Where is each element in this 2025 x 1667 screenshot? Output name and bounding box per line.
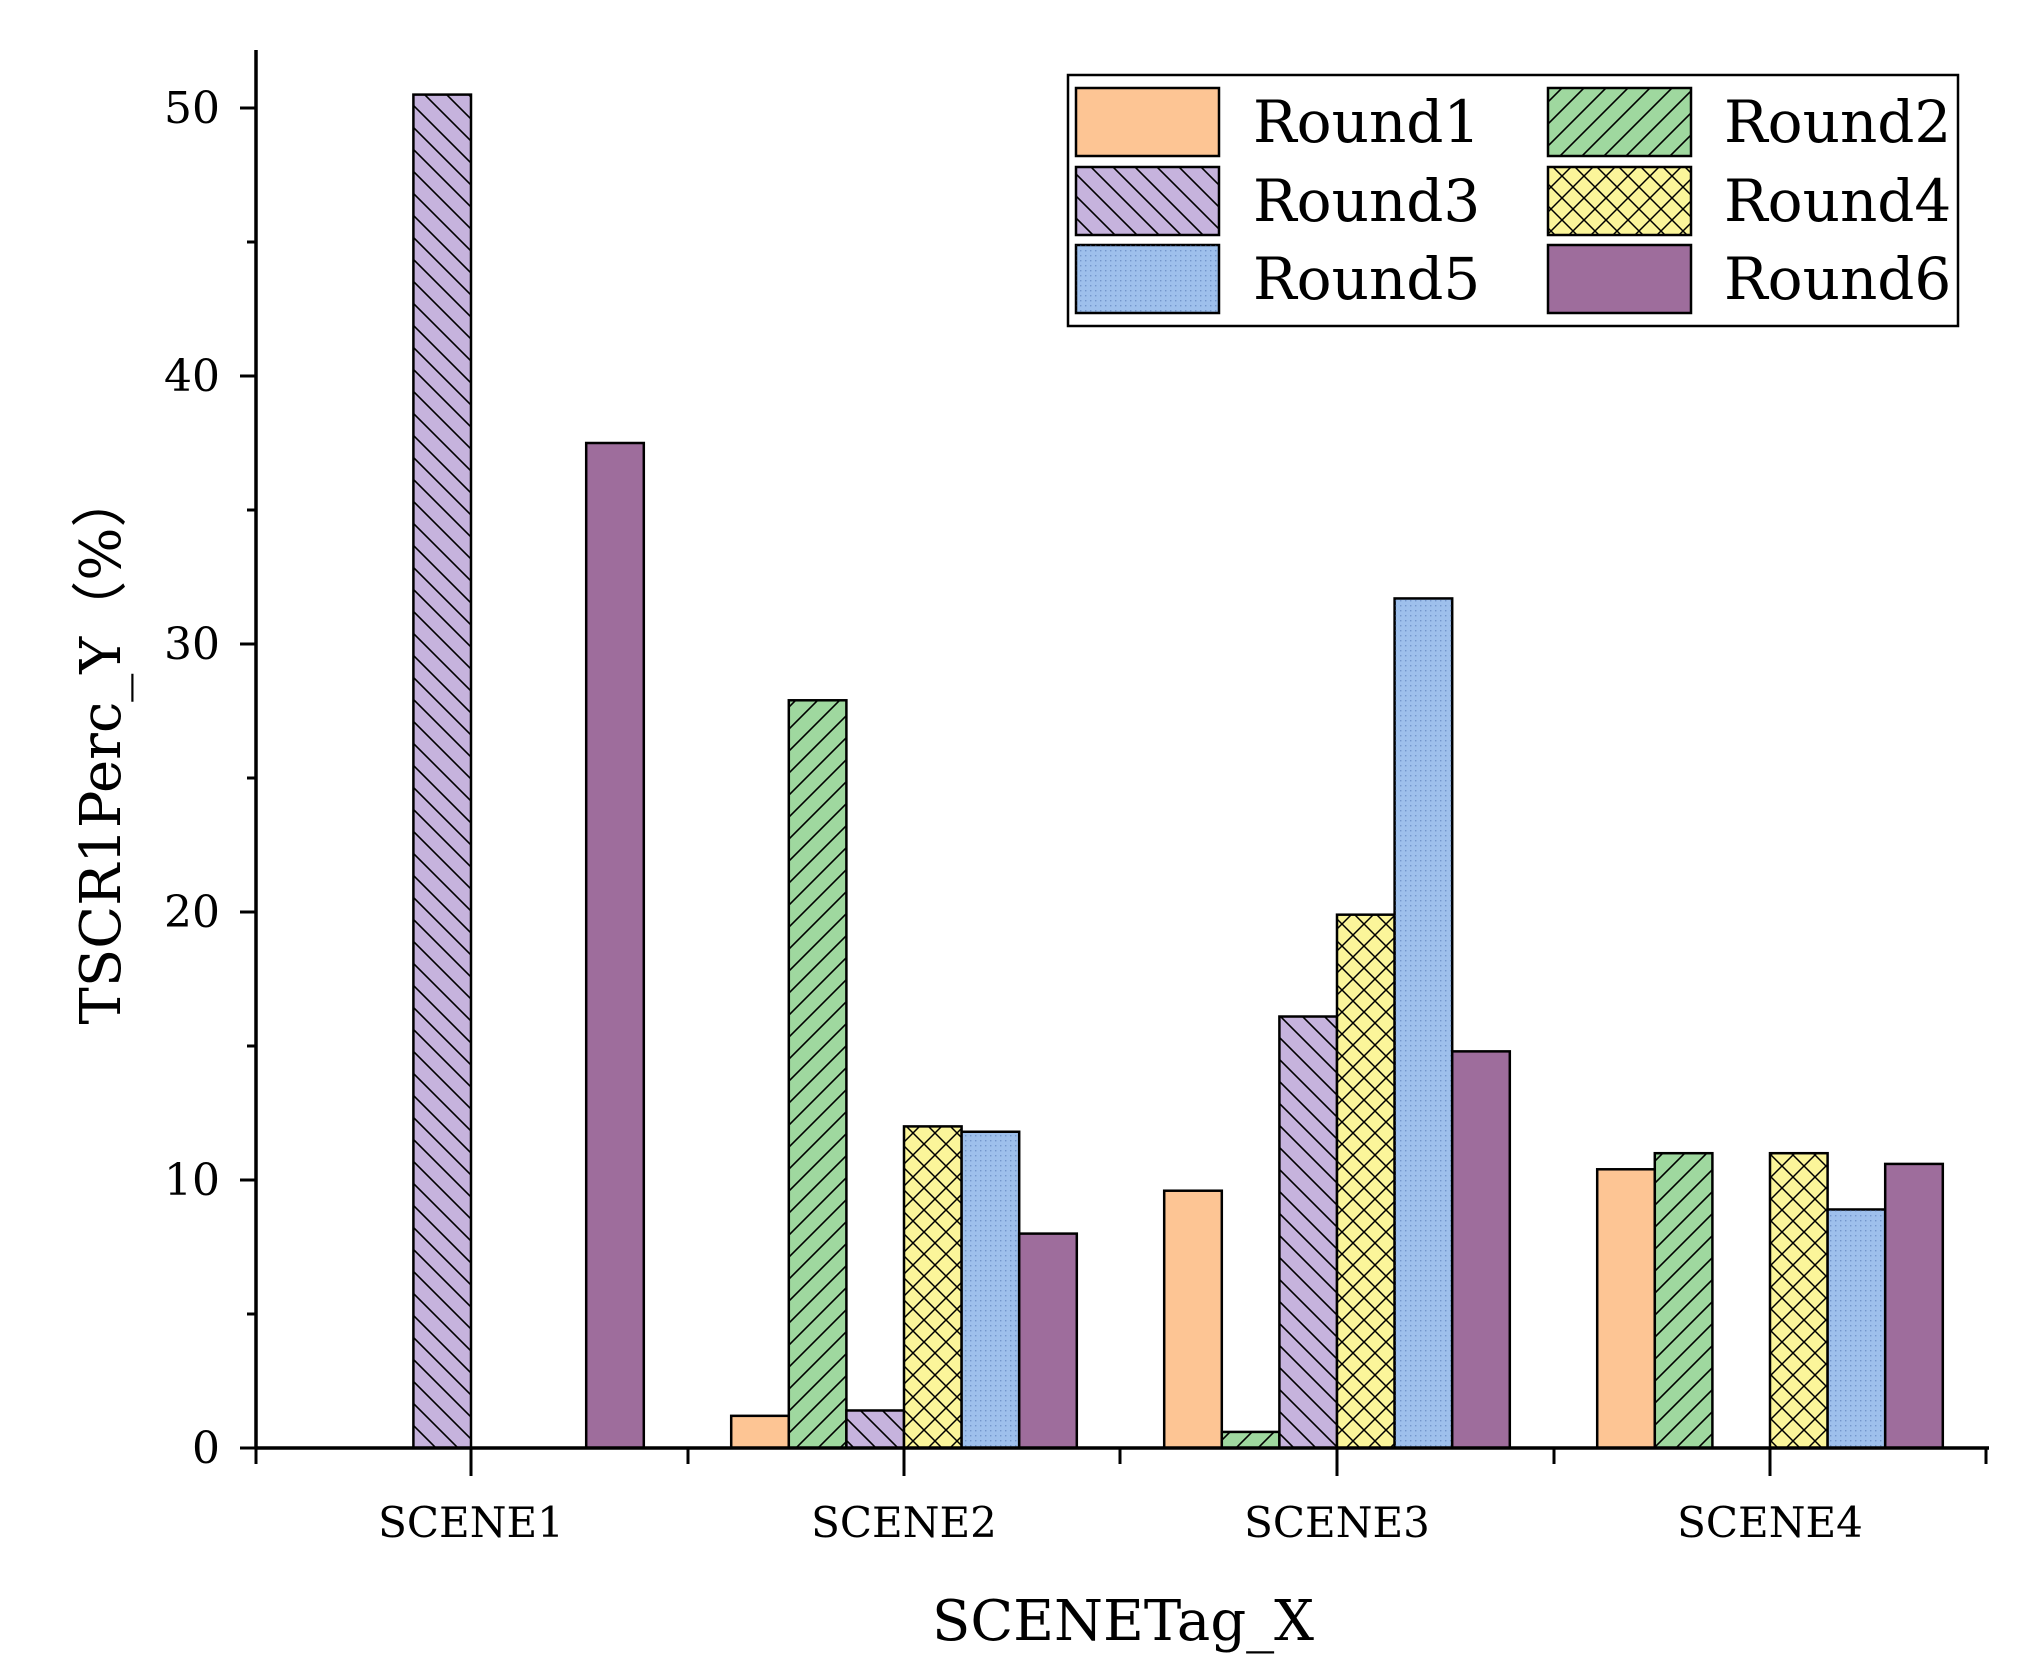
legend-swatch-pattern: [1548, 88, 1691, 156]
bars-layer: [412, 93, 1945, 1450]
legend-swatch-pattern: [1076, 245, 1219, 313]
legend-swatch-round1: [1074, 86, 1221, 158]
bar-pattern-overlay: [904, 1126, 962, 1448]
y-tick-label: 20: [164, 887, 220, 938]
x-axis-title: SCENETag_X: [932, 1589, 1314, 1654]
y-axis-title: TSCR1Perc_Y（%）: [69, 472, 134, 1025]
bar-pattern-overlay: [1827, 1209, 1886, 1448]
bar-pattern-overlay: [1221, 1431, 1280, 1448]
bar-pattern-overlay: [788, 700, 847, 1448]
bar-pattern-overlay: [961, 1131, 1020, 1448]
bar-round6-scene3: [1450, 1050, 1512, 1450]
legend: Round1 Round2 Round3 Round4 Round5 Round6: [1066, 73, 1960, 328]
x-category-label: SCENE1: [378, 1498, 564, 1547]
bar-round6-scene1: [584, 441, 646, 1450]
x-category-label: SCENE4: [1677, 1498, 1863, 1547]
bar-round6-scene2: [1017, 1232, 1079, 1450]
legend-label-round4: Round4: [1724, 167, 1951, 235]
bar-pattern-overlay: [1654, 1153, 1713, 1448]
y-tick-label: 40: [164, 351, 220, 402]
y-tick-label: 50: [164, 83, 220, 134]
bar-pattern-overlay: [1279, 1016, 1337, 1448]
bar-round1-scene2: [729, 1414, 791, 1450]
legend-label-round6: Round6: [1724, 245, 1951, 313]
y-tick-label: 0: [192, 1423, 220, 1474]
bar-round6-scene4: [1883, 1162, 1945, 1450]
bar-round1-scene3: [1162, 1189, 1224, 1450]
bar-pattern-overlay: [846, 1410, 904, 1448]
x-category-label: SCENE2: [811, 1498, 997, 1547]
legend-label-round2: Round2: [1724, 88, 1951, 156]
y-tick-label: 10: [164, 1155, 220, 1206]
bar-round1-scene4: [1595, 1168, 1657, 1450]
legend-swatch-pattern: [1548, 167, 1691, 235]
x-category-label: SCENE3: [1244, 1498, 1430, 1547]
bar-pattern-overlay: [1394, 598, 1453, 1448]
x-axis-ticks: SCENE1 SCENE2 SCENE3 SCENE4: [254, 1448, 1988, 1547]
bar-pattern-overlay: [413, 94, 471, 1449]
legend-label-round1: Round1: [1253, 88, 1480, 156]
legend-swatch-round6: [1546, 243, 1693, 315]
legend-label-round5: Round5: [1253, 245, 1480, 313]
legend-label-round3: Round3: [1253, 167, 1480, 235]
bar-pattern-overlay: [1770, 1153, 1828, 1448]
bar-pattern-overlay: [1337, 914, 1395, 1448]
legend-swatch-pattern: [1076, 167, 1219, 235]
y-tick-label: 30: [164, 619, 220, 670]
y-axis-ticks: 0 10 20 30 40 50: [164, 83, 256, 1474]
